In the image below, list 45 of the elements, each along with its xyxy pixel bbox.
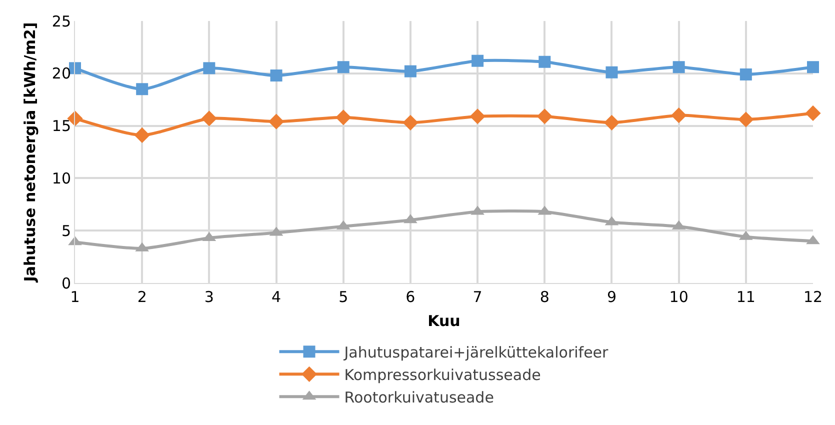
legend-label: Rootorkuivatuseade — [344, 388, 494, 406]
x-tick-label: 12 — [803, 288, 823, 306]
x-tick-label: 5 — [338, 288, 348, 306]
point — [203, 62, 216, 74]
point — [472, 54, 484, 67]
point — [136, 83, 148, 96]
x-tick-label: 2 — [137, 288, 147, 306]
point — [201, 110, 217, 126]
y-tick-label: 5 — [61, 222, 71, 240]
point — [805, 105, 821, 122]
y-tick-label: 25 — [52, 12, 71, 30]
y-tick-label: 10 — [52, 169, 71, 188]
y-tick-label: 20 — [52, 64, 71, 83]
point — [671, 108, 687, 124]
x-tick-label: 10 — [669, 288, 688, 306]
point — [270, 70, 282, 82]
legend-label: Jahutuspatarei+järelküttekalorifeer — [343, 344, 610, 362]
point — [807, 61, 819, 74]
x-tick-label: 11 — [736, 288, 756, 306]
point — [336, 110, 352, 126]
point — [337, 61, 350, 74]
x-tick-label: 1 — [70, 288, 80, 306]
x-tick-label: 7 — [472, 288, 482, 306]
point — [538, 56, 551, 68]
point — [268, 114, 284, 130]
x-axis-title: Kuu — [428, 312, 460, 330]
point — [672, 61, 685, 74]
x-tick-label: 4 — [271, 288, 282, 306]
point — [604, 114, 620, 130]
point — [536, 108, 552, 124]
x-tick-label: 9 — [606, 288, 617, 306]
point — [134, 127, 150, 144]
x-tick-label: 3 — [204, 288, 214, 306]
y-tick-label: 15 — [52, 117, 71, 136]
point — [470, 108, 486, 124]
point — [740, 68, 752, 80]
legend-label: Kompressorkuivatusseade — [344, 366, 541, 384]
y-tick-label: 0 — [61, 274, 71, 292]
point — [404, 65, 416, 78]
point — [402, 114, 418, 130]
point — [738, 112, 754, 128]
point — [606, 66, 618, 78]
y-axis-title: Jahutuse netonergia [kWh/m2] — [21, 22, 40, 283]
x-tick-label: 6 — [406, 288, 416, 306]
x-tick-label: 8 — [540, 288, 550, 306]
